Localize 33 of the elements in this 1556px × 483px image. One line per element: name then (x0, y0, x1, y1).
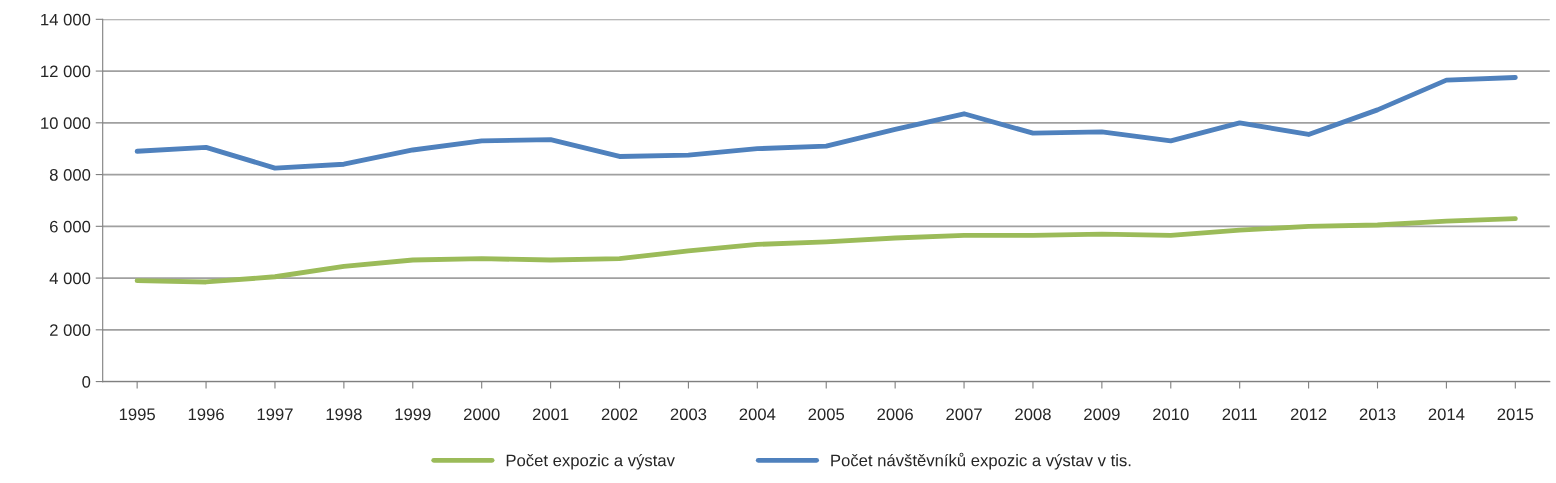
y-tick-label: 10 000 (41, 117, 91, 130)
x-tick-label: 1999 (395, 408, 431, 421)
x-tick-label: 1996 (188, 408, 224, 421)
x-tick-label: 2005 (808, 408, 845, 421)
x-tick-label: 1995 (119, 408, 155, 421)
x-tick-label: 2006 (877, 408, 913, 421)
x-tick-label: 1997 (257, 408, 293, 421)
x-tick-label: 2015 (1497, 408, 1534, 421)
x-tick-label: 2009 (1084, 408, 1120, 421)
y-tick-label: 4 000 (49, 272, 91, 285)
line-series (134, 75, 1518, 171)
y-tick-label: 8 000 (49, 168, 91, 181)
legend-label: Počet expozic a výstav (506, 453, 675, 470)
x-tick-label: 2001 (532, 408, 569, 421)
x-tick-label: 2013 (1359, 408, 1396, 421)
x-tick-label: 2007 (946, 408, 982, 421)
x-tick-label: 2012 (1290, 408, 1327, 421)
x-tick-label: 2011 (1222, 408, 1257, 421)
x-tick-label: 2000 (464, 408, 500, 421)
y-tick-label: 6 000 (50, 220, 91, 233)
x-tick-label: 2008 (1015, 408, 1051, 421)
y-tick-label: 12 000 (41, 65, 91, 78)
legend-label: Počet návštěvníků expozic a výstav v tis. (831, 452, 1131, 470)
y-tick-label: 14 000 (41, 13, 91, 26)
x-tick-label: 1998 (326, 408, 362, 421)
line-series (134, 216, 1518, 285)
x-tick-label: 2004 (739, 408, 776, 421)
x-tick-label: 2014 (1428, 408, 1465, 421)
x-tick-label: 2003 (670, 408, 707, 421)
y-tick-label: 2 000 (50, 324, 91, 337)
x-tick-label: 2002 (601, 408, 638, 421)
x-tick-label: 2010 (1153, 408, 1189, 421)
y-tick-label: 0 (82, 375, 91, 388)
